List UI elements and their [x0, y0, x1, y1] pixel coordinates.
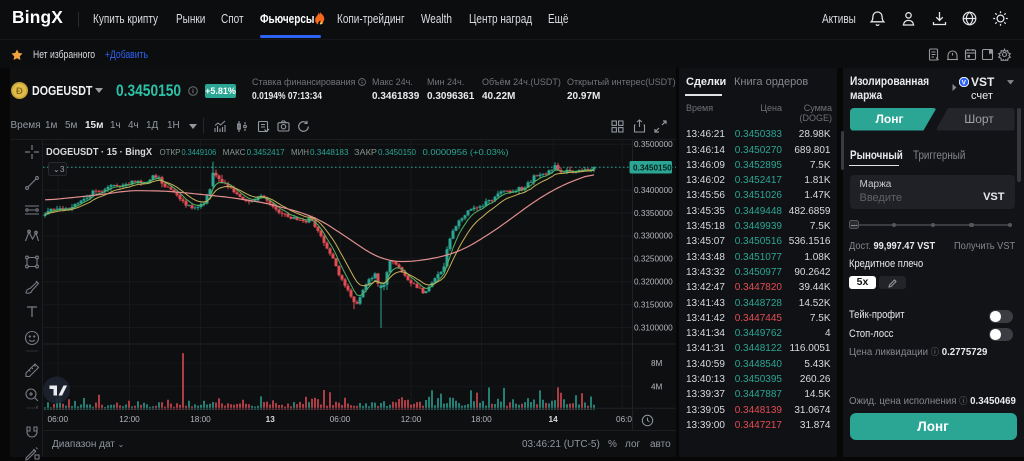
- svg-text:V: V: [962, 79, 967, 86]
- svg-text:0.3300000: 0.3300000: [634, 232, 673, 241]
- svg-text:18:00: 18:00: [471, 415, 492, 424]
- svg-text:ОТКР: ОТКР: [160, 147, 181, 157]
- svg-text:DOGEUSDT · 15 · BingX: DOGEUSDT · 15 · BingX: [46, 146, 152, 158]
- svg-text:0.3400000: 0.3400000: [634, 186, 673, 195]
- svg-text:0.3150000: 0.3150000: [634, 300, 673, 309]
- svg-text:⌄: ⌄: [53, 165, 60, 174]
- svg-text:0.3350000: 0.3350000: [634, 209, 673, 218]
- svg-text:12:00: 12:00: [119, 415, 140, 424]
- svg-text:06:00: 06:00: [330, 415, 351, 424]
- svg-text:13: 13: [266, 415, 276, 424]
- svg-text:0.0000956 (+0.03%): 0.0000956 (+0.03%): [423, 147, 509, 157]
- svg-text:4M: 4M: [651, 382, 663, 391]
- svg-text:МИН: МИН: [291, 147, 309, 157]
- svg-text:3: 3: [60, 165, 65, 174]
- svg-text:‹: ‹: [36, 404, 39, 411]
- svg-text:0.3100000: 0.3100000: [634, 323, 673, 332]
- svg-text:0.3450150: 0.3450150: [633, 163, 672, 172]
- svg-text:14: 14: [549, 415, 559, 424]
- svg-text:12:00: 12:00: [401, 415, 422, 424]
- svg-text:0.3450150: 0.3450150: [378, 147, 416, 157]
- svg-text:18:00: 18:00: [190, 415, 211, 424]
- svg-text:8M: 8M: [651, 359, 663, 368]
- svg-text:06:00: 06:00: [48, 415, 69, 424]
- svg-text:МАКС: МАКС: [223, 147, 246, 157]
- svg-text:0.3500000: 0.3500000: [634, 140, 673, 149]
- svg-text:0.3452417: 0.3452417: [247, 147, 285, 157]
- svg-text:06:0: 06:0: [616, 415, 632, 424]
- svg-text:Đ: Đ: [16, 86, 23, 97]
- svg-text:0.3200000: 0.3200000: [634, 278, 673, 287]
- svg-text:ЗАКР: ЗАКР: [354, 147, 377, 157]
- svg-text:0.3449106: 0.3449106: [182, 147, 217, 157]
- svg-text:0.3448183: 0.3448183: [310, 147, 349, 157]
- svg-text:0.3250000: 0.3250000: [634, 255, 673, 264]
